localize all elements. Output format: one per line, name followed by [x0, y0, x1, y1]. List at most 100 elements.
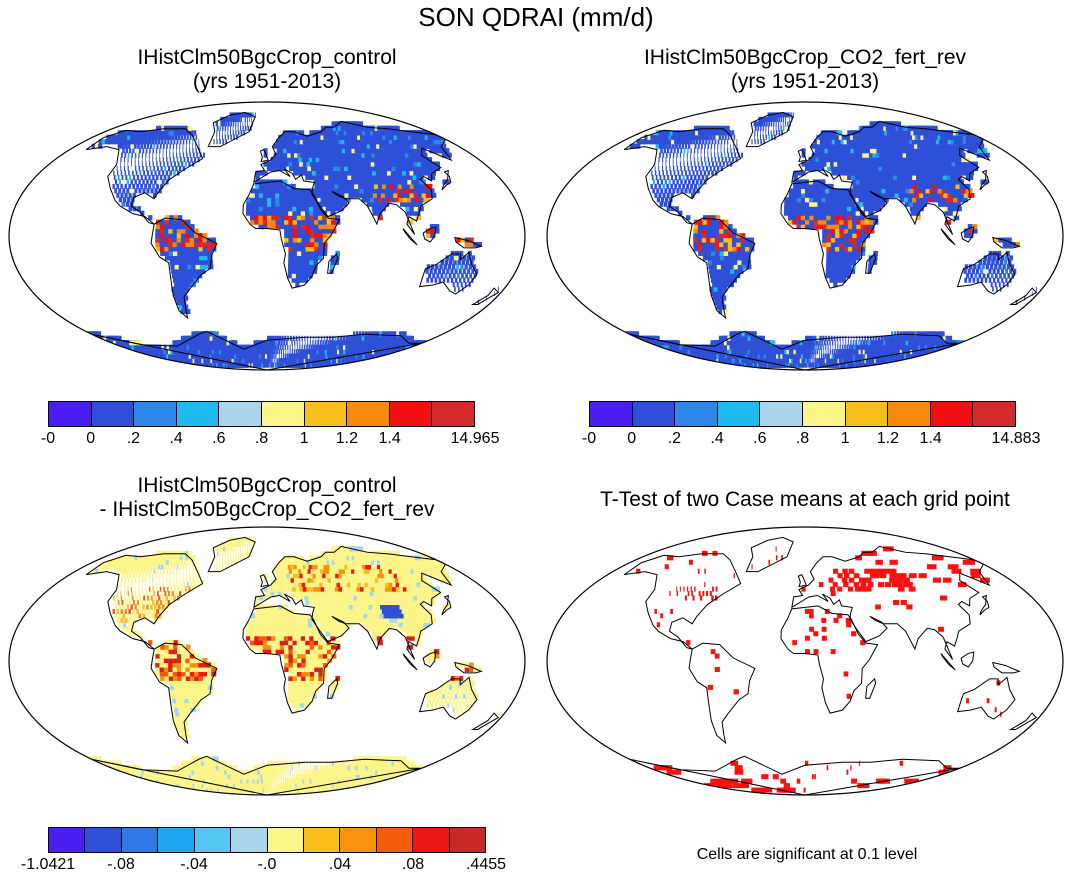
colorbar-tick-label: .2 — [126, 430, 141, 447]
coastline-borneo — [422, 226, 437, 243]
map-co2-fert-rev — [546, 101, 1064, 371]
map-border — [546, 101, 1064, 371]
colorbar-tick-label: .6 — [753, 430, 767, 447]
panel-title-line2: (yrs 1951-2013) — [730, 70, 880, 93]
colorbar-tick-label: -.08 — [107, 856, 135, 873]
colorbar-difference — [48, 827, 486, 853]
colorbar-tick-label: .8 — [795, 430, 810, 447]
panel-title-difference: IHistClm50BgcCrop_control - IHistClm50Bg… — [0, 474, 534, 522]
colorbar-swatch — [158, 828, 195, 852]
coastline-madagascar — [327, 677, 339, 699]
colorbar-swatch — [121, 828, 159, 852]
coastline-africa — [242, 180, 341, 289]
coastline-samerica — [688, 217, 756, 320]
colorbar-swatch — [973, 402, 1015, 426]
coastline-antarctica — [629, 330, 960, 370]
coastline-greenland — [745, 111, 794, 148]
colorbar-swatch — [432, 402, 474, 426]
colorbar-swatch — [85, 828, 122, 852]
colorbar-tick-label: -.04 — [180, 856, 208, 873]
coastline-samerica — [688, 642, 756, 745]
coastline-eurasia — [791, 545, 991, 660]
colorbar-swatch — [194, 828, 232, 852]
coastline-newzealand — [470, 287, 500, 305]
panel-title-line1: IHistClm50BgcCrop_control — [137, 474, 397, 497]
colorbar-swatch — [675, 402, 718, 426]
map-ttest — [546, 526, 1064, 796]
colorbar-tick-label: 0 — [86, 430, 96, 447]
coastline-uk — [259, 148, 269, 163]
coastline-newzealand — [1008, 287, 1038, 305]
colorbar-swatch — [303, 828, 341, 852]
colorbar-tick-label: -1.0421 — [20, 856, 76, 873]
colorbar-swatch — [888, 402, 931, 426]
coastline-newguinea — [454, 236, 483, 249]
coastline-namerica — [85, 128, 204, 225]
colorbar-swatch — [219, 402, 262, 426]
colorbar-tick-label: 1.4 — [919, 430, 942, 447]
coastline-antarctica — [629, 755, 960, 795]
panel-title-line2: (yrs 1951-2013) — [192, 70, 342, 93]
colorbar-tick-label: 1 — [840, 430, 850, 447]
coastline-uk — [797, 148, 807, 163]
coastline-antarctica — [91, 755, 422, 795]
colorbar-tick-label: 1.4 — [378, 430, 401, 447]
coastline-eurasia — [791, 120, 991, 235]
coastline-africa — [242, 605, 341, 714]
colorbar-tick-label: .6 — [212, 430, 226, 447]
coastline-japan — [441, 594, 452, 616]
colorbar-tick-label: .4 — [169, 430, 183, 447]
coastline-australia — [418, 676, 478, 720]
coastline-namerica — [623, 128, 742, 225]
colorbar-swatch — [267, 828, 304, 852]
coastline-japan — [441, 169, 452, 191]
coastline-madagascar — [865, 252, 877, 274]
colorbar-swatch — [134, 402, 177, 426]
colorbar-swatch — [376, 828, 414, 852]
colorbar-swatch — [304, 402, 348, 426]
colorbar-swatch — [231, 828, 268, 852]
map-difference — [8, 526, 526, 796]
colorbar-swatch — [91, 402, 135, 426]
colorbar-swatch — [347, 402, 390, 426]
coastline-borneo — [960, 651, 975, 668]
coastline-eurasia — [253, 545, 453, 660]
coastline-greenland — [207, 536, 256, 573]
coastline-samerica — [150, 217, 218, 320]
coastline-africa — [780, 180, 879, 289]
significance-note: Cells are significant at 0.1 level — [696, 846, 918, 863]
colorbar-tick-label: .4 — [710, 430, 724, 447]
colorbar-tick-label: 14.883 — [991, 430, 1041, 447]
coastline-indonesia — [940, 653, 956, 671]
colorbar-tick-label: 1.2 — [335, 430, 359, 447]
colorbar-tick-label: -0 — [40, 430, 56, 447]
colorbar-swatch — [845, 402, 889, 426]
coastline-japan — [979, 169, 990, 191]
coastline-japan — [979, 594, 990, 616]
colorbar-tick-label: -.0 — [257, 856, 277, 873]
colorbar-swatch — [590, 402, 633, 426]
coastline-greenland — [745, 536, 794, 573]
colorbar-tick-label: .8 — [254, 430, 269, 447]
coastline-borneo — [422, 651, 437, 668]
coastline-indonesia — [402, 228, 418, 246]
coastline-namerica — [623, 553, 742, 650]
coastline-africa — [780, 605, 879, 714]
coastline-antarctica — [91, 330, 422, 370]
coastline-madagascar — [865, 677, 877, 699]
colorbar-swatch — [176, 402, 220, 426]
coastline-greenland — [207, 111, 256, 148]
coastline-newguinea — [992, 236, 1021, 249]
colorbar-tick-label: .2 — [667, 430, 682, 447]
map-border — [8, 101, 526, 371]
panel-title-control: IHistClm50BgcCrop_control (yrs 1951-2013… — [0, 46, 534, 94]
map-border — [546, 526, 1064, 796]
colorbar-swatch — [49, 402, 92, 426]
colorbar-tick-label: -0 — [581, 430, 597, 447]
coastline-indonesia — [402, 653, 418, 671]
colorbar-control — [48, 401, 475, 427]
colorbar-swatch — [449, 828, 486, 852]
colorbar-tick-label: .4455 — [465, 856, 507, 873]
colorbar-swatch — [717, 402, 761, 426]
coastline-australia — [418, 251, 478, 295]
